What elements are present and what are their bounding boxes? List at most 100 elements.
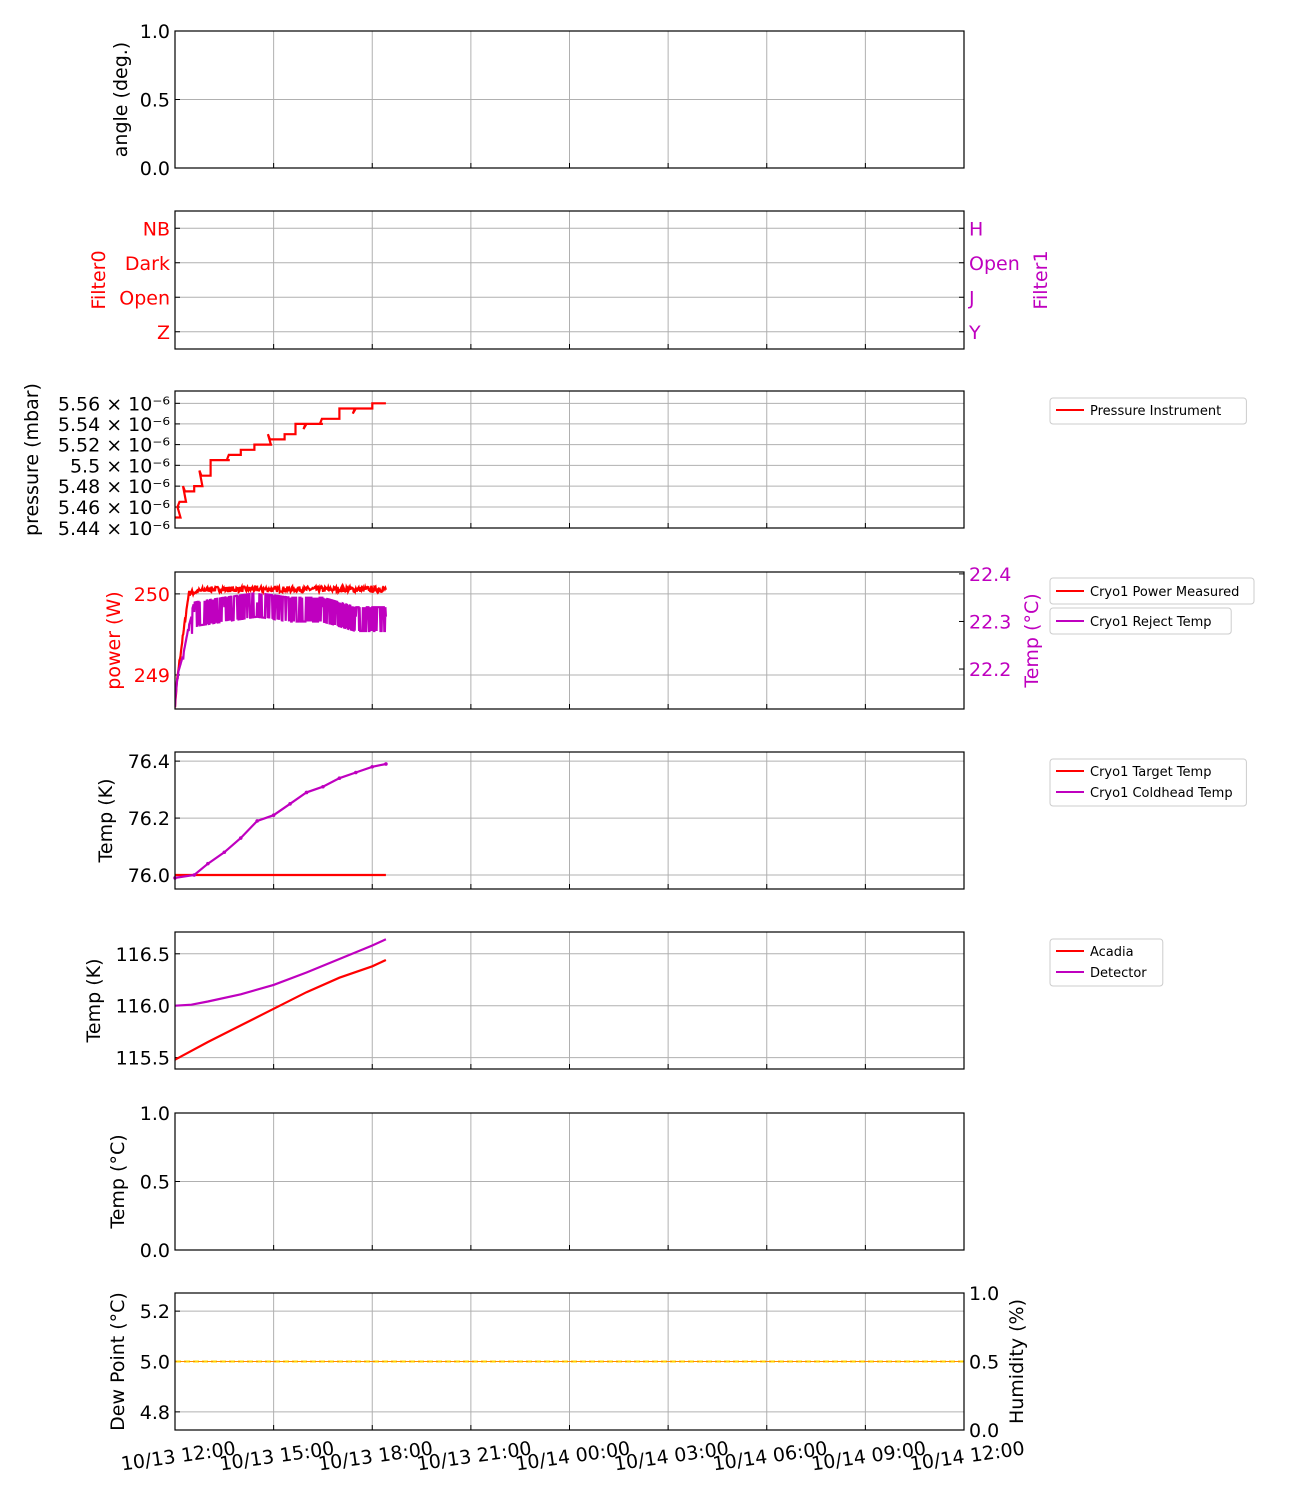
y-tick-label: 1.0 [140,21,170,43]
y-tick-label: 116.5 [116,944,170,966]
legend: Cryo1 Power Measured Cryo1 Reject Temp [1049,577,1255,635]
axes-frame [174,30,965,169]
y-tick-label: Z [157,322,170,344]
axes-frame [174,931,965,1070]
data-point [384,762,388,766]
data-point [271,813,276,818]
series-line [175,582,387,708]
y-tick-label: Open [119,287,170,309]
data-point [337,776,342,781]
legend-entry: Cryo1 Coldhead Temp [1090,786,1233,801]
series-line [175,592,387,708]
legend: Acadia Detector [1049,938,1164,987]
y-right-tick-label: Open [969,253,1020,275]
y-tick-label: 5.54 × 10⁻⁶ [58,414,170,436]
y-tick-label: 5.5 × 10⁻⁶ [70,455,170,477]
axes-frame [174,571,965,710]
subplot-3: 5.44 × 10⁻⁶5.46 × 10⁻⁶5.48 × 10⁻⁶5.5 × 1… [21,383,1247,540]
y-tick-label: 5.44 × 10⁻⁶ [58,518,170,540]
y-axis-label: Filter0 [88,250,110,309]
y-right-axis-label: Humidity (%) [1006,1299,1028,1424]
legend-box [1049,607,1232,635]
legend-box [1049,577,1255,605]
y-tick-label: 4.8 [140,1402,170,1424]
legend-entry: Cryo1 Power Measured [1090,585,1239,600]
y-tick-label: 249 [134,665,170,687]
series-line [175,402,386,519]
y-tick-label: NB [143,218,170,240]
legend-box [1049,397,1247,425]
y-tick-label: Dark [125,253,170,275]
legend-entry: Detector [1090,966,1147,981]
y-right-axis-label: Temp (°C) [1021,593,1043,688]
y-tick-label: 0.5 [140,1172,170,1194]
y-axis-label: pressure (mbar) [21,383,43,536]
y-tick-label: 5.52 × 10⁻⁶ [58,435,170,457]
y-tick-label: 5.46 × 10⁻⁶ [58,497,170,519]
y-right-tick-label: 1.0 [969,1283,999,1305]
y-right-tick-label: J [968,287,975,309]
y-tick-label: 5.56 × 10⁻⁶ [58,393,170,415]
y-tick-label: 5.2 [140,1301,170,1323]
y-tick-label: 76.0 [128,865,170,887]
y-axis-label: angle (deg.) [110,42,132,157]
data-point [288,802,292,806]
y-right-tick-label: 22.2 [969,659,1011,681]
legend-entry: Acadia [1090,945,1134,960]
subplot-7: 0.0 0.5 1.0 Temp (°C) [107,1103,965,1262]
data-point [370,765,375,769]
y-tick-label: 0.5 [140,90,170,112]
y-right-tick-label: 0.5 [969,1352,999,1374]
y-right-tick-label: 22.3 [969,611,1011,633]
subplot-6: 115.5 116.0 116.5 Temp (K) Acadia Detector [83,931,1164,1070]
y-right-tick-label: 0.0 [969,1420,999,1442]
data-point [354,770,358,775]
y-tick-label: 115.5 [116,1048,170,1070]
legend: Pressure Instrument [1049,397,1247,425]
y-axis-label: Dew Point (°C) [107,1292,129,1431]
data-point [206,861,210,866]
legend-entry: Cryo1 Reject Temp [1090,615,1212,630]
y-axis-label: Temp (K) [95,779,117,864]
y-tick-label: 0.0 [140,158,170,180]
y-right-tick-label: H [969,218,983,240]
legend: Cryo1 Target Temp Cryo1 Coldhead Temp [1049,758,1247,807]
subplot-2: Z Open Dark NB YJ Open H Filter0 Filter1 [88,210,1052,350]
data-point [238,836,243,840]
series-line [175,959,387,1061]
y-axis-label: Temp (K) [83,959,105,1044]
axes-frame [174,210,965,350]
subplot-8: 4.8 5.0 5.2 0.0 0.5 1.0 Dew Point (°C) Humidity… [107,1283,1028,1475]
data-point [192,873,196,877]
legend-entry: Cryo1 Target Temp [1090,765,1211,780]
data-point [304,790,309,795]
axes-frame [174,1292,965,1431]
y-right-tick-label: 22.4 [969,564,1011,586]
axes-frame [174,1112,965,1251]
legend-entry: Pressure Instrument [1090,404,1221,419]
y-tick-label: 250 [134,584,170,606]
y-right-axis-label: Filter1 [1030,250,1052,309]
axes-frame [174,390,965,529]
series-line [175,762,387,879]
data-point [255,819,259,823]
data-point [321,784,325,789]
y-right-tick-label: Y [968,322,981,344]
y-axis-label: Temp (°C) [107,1134,129,1229]
legend-box [1049,758,1247,807]
data-point [222,850,227,855]
y-axis-label: power (W) [103,591,125,689]
subplot-1: 0.0 0.5 1.0 angle (deg.) [110,21,965,180]
y-tick-label: 76.2 [128,808,170,830]
y-tick-label: 0.0 [140,1240,170,1262]
y-tick-label: 5.0 [140,1352,170,1374]
y-tick-label: 116.0 [116,996,170,1018]
y-tick-label: 76.4 [128,751,170,773]
axes-frame [174,751,965,890]
x-tick-label: 10/14 12:00 [909,1438,1026,1476]
y-tick-label: 1.0 [140,1103,170,1125]
series-line [175,938,387,1007]
subplot-4: 249 250 22.2 22.3 22.4 power (W) Temp (°C) Cryo… [103,564,1255,710]
